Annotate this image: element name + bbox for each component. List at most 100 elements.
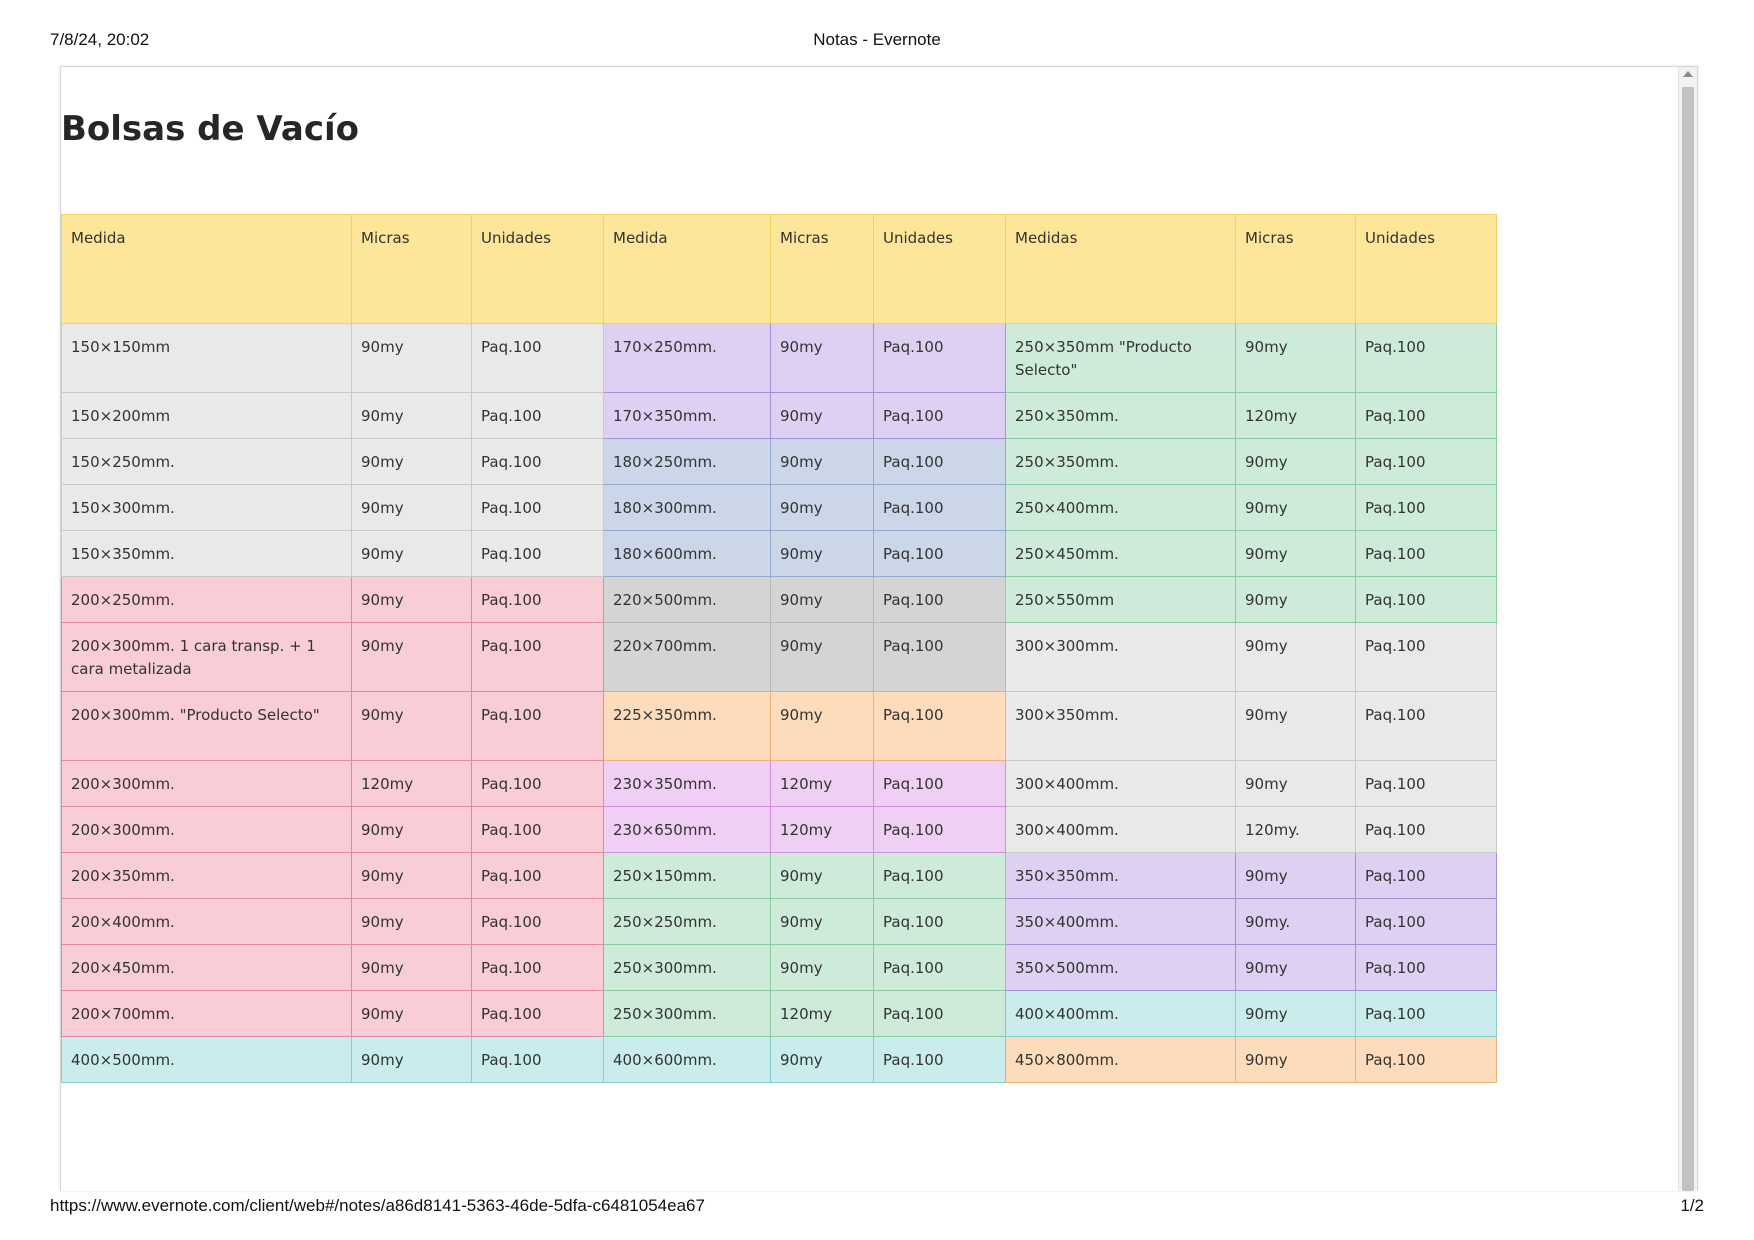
table-cell[interactable]: Paq.100 — [873, 990, 1006, 1037]
table-cell[interactable]: 250×400mm. — [1005, 484, 1236, 531]
table-cell[interactable]: 90my — [351, 898, 472, 945]
table-cell[interactable]: Paq.100 — [471, 1036, 604, 1083]
table-cell[interactable]: 350×350mm. — [1005, 852, 1236, 899]
table-cell[interactable]: 90my — [1235, 530, 1356, 577]
table-cell[interactable]: Paq.100 — [873, 1036, 1006, 1083]
table-cell[interactable]: 90my — [351, 622, 472, 692]
table-cell[interactable]: Paq.100 — [471, 530, 604, 577]
table-cell[interactable]: 90my — [770, 438, 874, 485]
table-cell[interactable]: 180×250mm. — [603, 438, 771, 485]
table-cell[interactable]: Paq.100 — [471, 990, 604, 1037]
table-cell[interactable]: 250×150mm. — [603, 852, 771, 899]
table-cell[interactable]: Paq.100 — [1355, 691, 1497, 761]
table-header-cell[interactable]: Micras — [351, 214, 472, 324]
table-cell[interactable]: 90my — [770, 691, 874, 761]
table-cell[interactable]: 150×300mm. — [61, 484, 352, 531]
table-cell[interactable]: 90my — [351, 323, 472, 393]
table-cell[interactable]: 230×350mm. — [603, 760, 771, 807]
table-cell[interactable]: Paq.100 — [471, 691, 604, 761]
table-cell[interactable]: 90my — [351, 484, 472, 531]
table-cell[interactable]: Paq.100 — [1355, 990, 1497, 1037]
table-cell[interactable]: 200×450mm. — [61, 944, 352, 991]
table-cell[interactable]: 90my — [1235, 852, 1356, 899]
table-cell[interactable]: 90my — [1235, 323, 1356, 393]
table-cell[interactable]: 200×300mm. "Producto Selecto" — [61, 691, 352, 761]
table-cell[interactable]: 350×500mm. — [1005, 944, 1236, 991]
table-cell[interactable]: 90my — [1235, 760, 1356, 807]
table-header-cell[interactable]: Micras — [1235, 214, 1356, 324]
table-cell[interactable]: 180×600mm. — [603, 530, 771, 577]
table-cell[interactable]: 90my — [351, 392, 472, 439]
vertical-scrollbar[interactable] — [1678, 67, 1697, 1191]
table-cell[interactable]: 90my — [1235, 1036, 1356, 1083]
table-cell[interactable]: Paq.100 — [873, 323, 1006, 393]
table-header-cell[interactable]: Unidades — [471, 214, 604, 324]
table-cell[interactable]: 150×150mm — [61, 323, 352, 393]
table-cell[interactable]: 120my — [770, 760, 874, 807]
table-cell[interactable]: 90my — [351, 1036, 472, 1083]
table-cell[interactable]: Paq.100 — [471, 438, 604, 485]
table-cell[interactable]: 90my — [770, 898, 874, 945]
table-cell[interactable]: 90my — [770, 622, 874, 692]
table-cell[interactable]: 90my — [770, 944, 874, 991]
scroll-thumb[interactable] — [1682, 87, 1694, 1191]
table-cell[interactable]: 250×550mm — [1005, 576, 1236, 623]
table-cell[interactable]: 120my — [351, 760, 472, 807]
table-cell[interactable]: Paq.100 — [1355, 898, 1497, 945]
table-cell[interactable]: 300×400mm. — [1005, 760, 1236, 807]
table-cell[interactable]: Paq.100 — [471, 576, 604, 623]
scroll-up-arrow-icon[interactable] — [1683, 71, 1693, 77]
table-cell[interactable]: Paq.100 — [1355, 484, 1497, 531]
table-cell[interactable]: Paq.100 — [471, 484, 604, 531]
table-cell[interactable]: Paq.100 — [1355, 530, 1497, 577]
table-cell[interactable]: Paq.100 — [471, 622, 604, 692]
table-cell[interactable]: 90my — [1235, 438, 1356, 485]
table-header-cell[interactable]: Micras — [770, 214, 874, 324]
table-cell[interactable]: 200×250mm. — [61, 576, 352, 623]
table-cell[interactable]: 90my — [351, 438, 472, 485]
table-cell[interactable]: 90my — [351, 990, 472, 1037]
table-cell[interactable]: 90my — [770, 576, 874, 623]
table-cell[interactable]: 90my — [1235, 691, 1356, 761]
table-cell[interactable]: 90my — [351, 944, 472, 991]
table-cell[interactable]: 400×400mm. — [1005, 990, 1236, 1037]
table-header-cell[interactable]: Medida — [61, 214, 352, 324]
table-cell[interactable]: 250×250mm. — [603, 898, 771, 945]
table-cell[interactable]: 120my. — [1235, 806, 1356, 853]
table-cell[interactable]: 250×300mm. — [603, 944, 771, 991]
note-title[interactable]: Bolsas de Vacío — [61, 109, 359, 149]
table-cell[interactable]: 250×450mm. — [1005, 530, 1236, 577]
table-cell[interactable]: Paq.100 — [471, 760, 604, 807]
table-cell[interactable]: Paq.100 — [471, 852, 604, 899]
table-cell[interactable]: 220×700mm. — [603, 622, 771, 692]
table-cell[interactable]: 90my — [351, 691, 472, 761]
table-cell[interactable]: 120my — [770, 806, 874, 853]
table-cell[interactable]: Paq.100 — [1355, 944, 1497, 991]
table-cell[interactable]: 400×500mm. — [61, 1036, 352, 1083]
table-cell[interactable]: 300×300mm. — [1005, 622, 1236, 692]
table-cell[interactable]: Paq.100 — [471, 898, 604, 945]
table-cell[interactable]: 90my — [1235, 622, 1356, 692]
table-cell[interactable]: Paq.100 — [471, 392, 604, 439]
table-cell[interactable]: Paq.100 — [873, 530, 1006, 577]
table-cell[interactable]: 225×350mm. — [603, 691, 771, 761]
table-cell[interactable]: 200×700mm. — [61, 990, 352, 1037]
table-cell[interactable]: 170×250mm. — [603, 323, 771, 393]
table-header-cell[interactable]: Unidades — [873, 214, 1006, 324]
table-cell[interactable]: 90my — [1235, 944, 1356, 991]
table-cell[interactable]: 90my — [351, 576, 472, 623]
table-cell[interactable]: 170×350mm. — [603, 392, 771, 439]
table-cell[interactable]: 200×400mm. — [61, 898, 352, 945]
table-cell[interactable]: 90my — [770, 530, 874, 577]
table-cell[interactable]: Paq.100 — [1355, 622, 1497, 692]
table-cell[interactable]: Paq.100 — [873, 898, 1006, 945]
table-cell[interactable]: 230×650mm. — [603, 806, 771, 853]
table-cell[interactable]: 90my — [770, 1036, 874, 1083]
table-cell[interactable]: 250×350mm "Producto Selecto" — [1005, 323, 1236, 393]
table-cell[interactable]: 90my — [770, 852, 874, 899]
table-cell[interactable]: Paq.100 — [873, 852, 1006, 899]
table-cell[interactable]: 180×300mm. — [603, 484, 771, 531]
table-cell[interactable]: 90my — [770, 392, 874, 439]
table-cell[interactable]: Paq.100 — [1355, 392, 1497, 439]
table-cell[interactable]: 120my — [770, 990, 874, 1037]
